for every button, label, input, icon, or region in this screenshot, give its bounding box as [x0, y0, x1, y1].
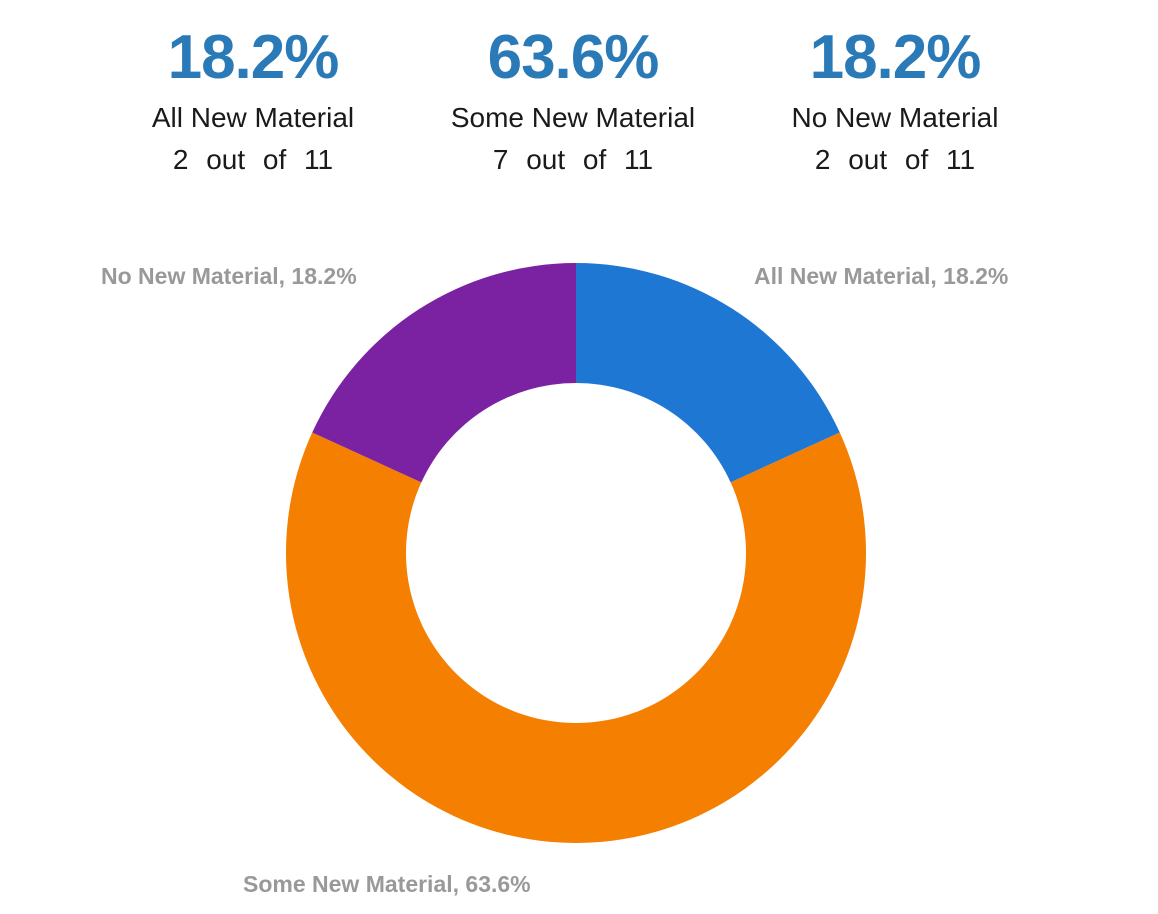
data-label-no-new: No New Material, 18.2% [101, 263, 357, 289]
stat-percent: 63.6% [487, 23, 660, 92]
slice-all-new [576, 263, 840, 483]
stat-count: 2 out of 11 [814, 144, 976, 175]
stat-some-new: 63.6% Some New Material 7 out of 11 [423, 20, 723, 178]
data-label-some-new: Some New Material, 63.6% [243, 871, 531, 897]
stat-no-new: 18.2% No New Material 2 out of 11 [745, 20, 1045, 178]
stat-count: 2 out of 11 [172, 144, 334, 175]
stat-label: All New Material [151, 102, 355, 133]
stat-label: Some New Material [450, 102, 696, 133]
slice-some-new [286, 432, 867, 843]
stat-all-new: 18.2% All New Material 2 out of 11 [103, 20, 403, 178]
data-label-all-new: All New Material, 18.2% [754, 263, 1009, 289]
stat-percent: 18.2% [167, 23, 340, 92]
slice-no-new [312, 263, 576, 483]
stat-label: No New Material [791, 102, 999, 133]
stat-count: 7 out of 11 [492, 144, 654, 175]
stat-percent: 18.2% [809, 23, 982, 92]
